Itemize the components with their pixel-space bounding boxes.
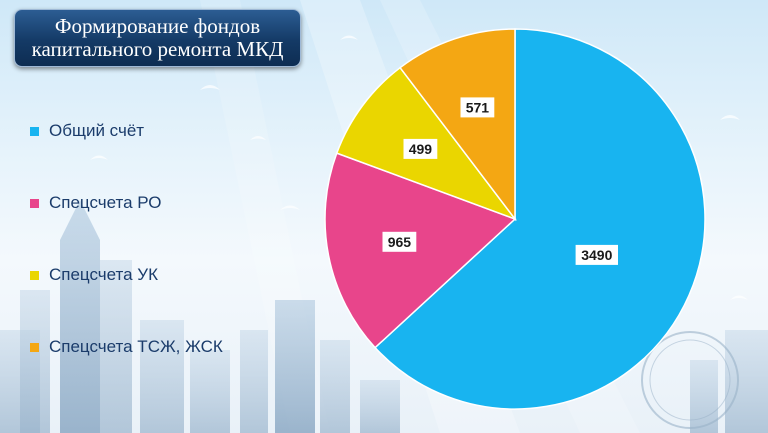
pie-slices	[324, 28, 706, 410]
legend-swatch	[30, 270, 39, 280]
data-label-text: 3490	[581, 247, 612, 263]
data-label-general-account: 3490	[575, 244, 618, 265]
legend-label: Спецсчета РО	[49, 193, 162, 212]
legend-swatch	[30, 126, 39, 136]
legend-item: Общий счёт	[30, 118, 310, 144]
chart-legend: Общий счёт Спецсчета РО Спецсчета УК Спецсч…	[30, 118, 310, 406]
chart-title: Формирование фондов капитального ремонта…	[31, 14, 284, 61]
legend-label: Спецсчета УК	[49, 265, 159, 284]
data-label-special-uk: 499	[403, 138, 438, 159]
pie-slice-general-account	[374, 28, 706, 410]
legend-label: Спецсчета ТСЖ, ЖСК	[49, 337, 223, 356]
data-label-special-tszh: 571	[460, 97, 495, 118]
legend-swatch	[30, 198, 39, 208]
data-label-background	[403, 138, 438, 159]
data-label-background	[460, 97, 495, 118]
legend-item: Спецсчета РО	[30, 190, 310, 216]
legend-swatch	[30, 342, 39, 352]
pie-labels: 3490 965 499 571	[382, 97, 618, 265]
data-label-special-ro: 965	[382, 231, 417, 252]
data-label-text: 571	[466, 99, 490, 115]
data-label-background	[575, 244, 618, 265]
pie-slice-special-tszh	[399, 28, 516, 222]
legend-label: Общий счёт	[49, 121, 145, 140]
data-label-background	[382, 231, 417, 252]
title-banner: Формирование фондов капитального ремонта…	[14, 9, 301, 67]
data-label-text: 499	[409, 141, 433, 157]
legend-item: Спецсчета ТСЖ, ЖСК	[30, 334, 310, 360]
data-label-text: 965	[388, 234, 412, 250]
legend-item: Спецсчета УК	[30, 262, 310, 288]
